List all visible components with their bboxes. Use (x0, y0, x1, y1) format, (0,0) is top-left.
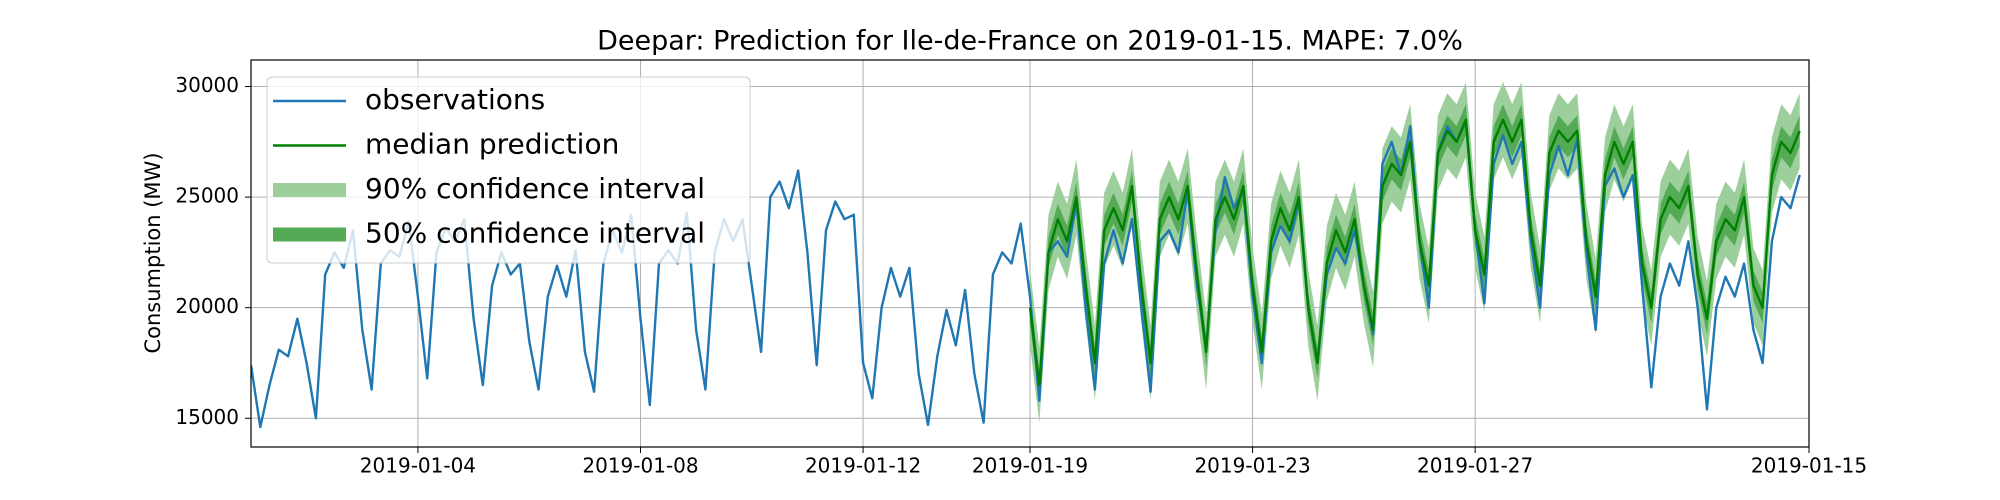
y-tick-label: 25000 (175, 184, 239, 208)
legend: observations median prediction 90% confide… (266, 76, 751, 264)
chart-title: Deepar: Prediction for Ile-de-France on … (597, 26, 1463, 57)
y-tick-label: 30000 (175, 73, 239, 97)
y-tick-label: 15000 (175, 405, 239, 429)
x-tick-label: 2019-01-08 (582, 454, 698, 478)
plot-frame (250, 59, 1810, 448)
y-axis-label: Consumption (MW) (141, 152, 165, 353)
x-tick-label: 2019-01-23 (1194, 454, 1310, 478)
x-tick-label: 2019-01-19 (972, 454, 1088, 478)
confidence-band (1030, 104, 1800, 401)
x-tick-label: 2019-01-15 (1751, 454, 1867, 478)
plot-area (251, 82, 1801, 429)
legend-label: median prediction (365, 128, 619, 161)
axes: 15000 20000 25000 30000 2019-01-04 2019-01-08… (175, 59, 1867, 478)
legend-label: 50% confidence interval (365, 217, 705, 250)
x-tick-label: 2019-01-04 (360, 454, 476, 478)
legend-box (266, 76, 751, 264)
series-line (251, 120, 1801, 429)
x-tick-label: 2019-01-12 (805, 454, 921, 478)
x-tick-label: 2019-01-27 (1417, 454, 1533, 478)
series-line (1028, 118, 1801, 387)
legend-label: observations (365, 83, 545, 116)
y-tick-label: 20000 (175, 294, 239, 318)
legend-label: 90% confidence interval (365, 172, 705, 205)
